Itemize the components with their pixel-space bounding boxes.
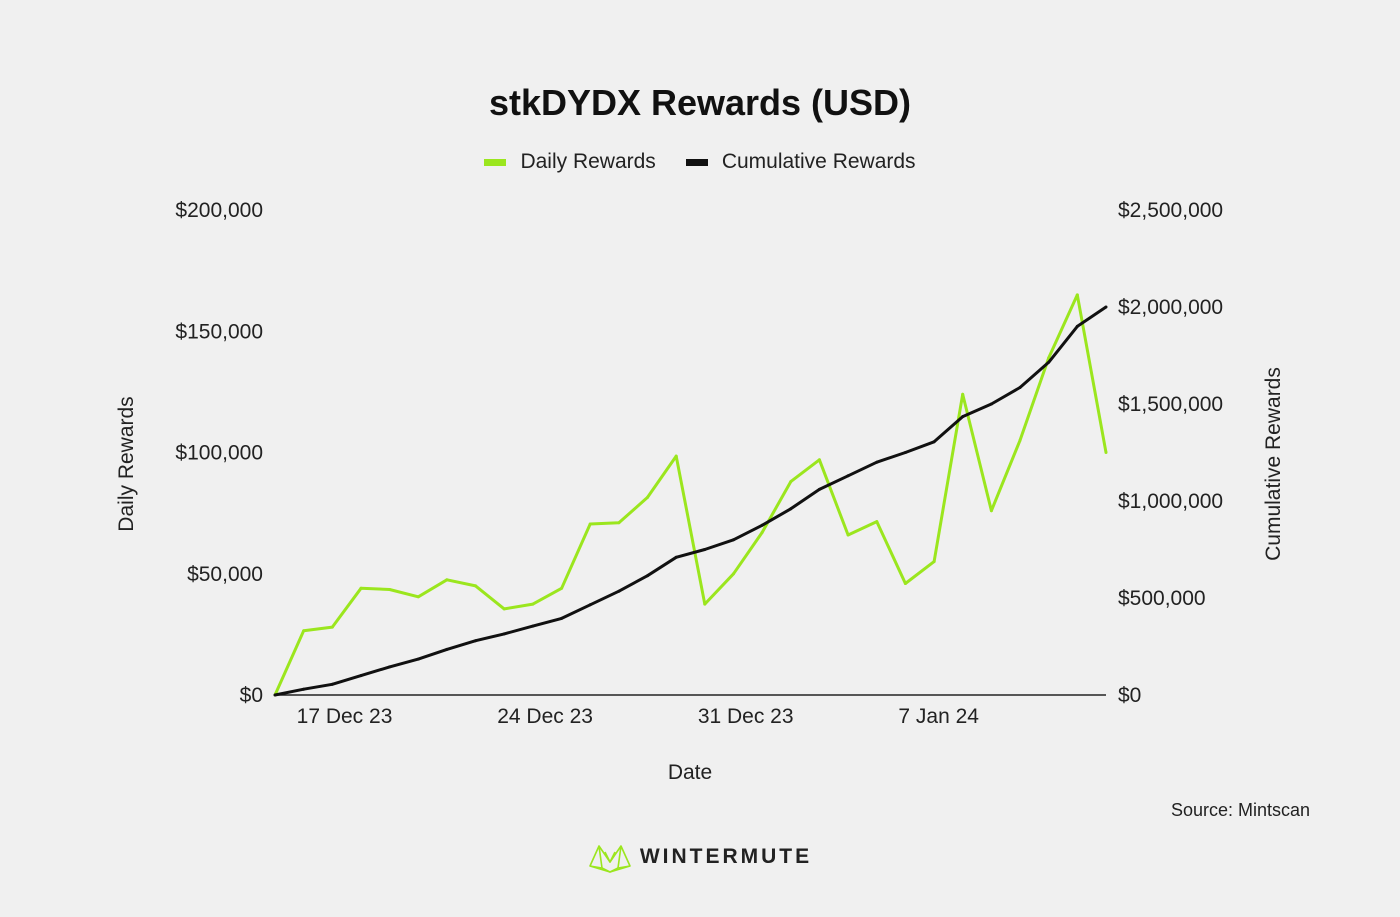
data-point-daily xyxy=(674,454,678,458)
legend-item-daily: Daily Rewards xyxy=(484,150,656,174)
data-point-daily xyxy=(388,588,392,591)
data-point-daily xyxy=(617,521,621,525)
data-point-cumulative xyxy=(961,415,965,419)
data-point-daily xyxy=(789,480,793,484)
data-point-cumulative xyxy=(560,616,564,620)
chart-legend: Daily Rewards Cumulative Rewards xyxy=(0,150,1400,174)
data-point-cumulative xyxy=(903,451,907,454)
data-point-daily xyxy=(502,607,506,611)
y-right-tick-label: $1,500,000 xyxy=(1118,393,1223,416)
brand-name: WINTERMUTE xyxy=(639,845,813,868)
brand-logo: WINTERMUTE xyxy=(0,840,1400,874)
y-left-tick-label: $150,000 xyxy=(175,320,263,343)
y-left-tick-label: $0 xyxy=(240,684,263,707)
x-tick-label: 31 Dec 23 xyxy=(698,705,794,728)
data-point-cumulative xyxy=(531,624,535,628)
wintermute-logo-icon xyxy=(589,845,631,873)
data-point-cumulative xyxy=(330,682,334,686)
data-point-daily xyxy=(330,625,334,629)
data-point-cumulative xyxy=(502,632,506,636)
y-right-tick-label: $1,000,000 xyxy=(1118,490,1223,513)
legend-item-cumulative: Cumulative Rewards xyxy=(685,150,916,174)
data-point-cumulative xyxy=(273,693,277,697)
y-left-tick-label: $50,000 xyxy=(187,563,263,586)
data-point-cumulative xyxy=(302,687,306,691)
data-point-daily xyxy=(445,578,449,582)
series-line-daily-rewards xyxy=(273,293,1108,696)
data-point-cumulative xyxy=(646,574,649,578)
data-point-cumulative xyxy=(1047,360,1051,364)
y-right-tick-label: $2,500,000 xyxy=(1118,199,1223,222)
x-tick-label: 17 Dec 23 xyxy=(297,705,393,728)
series-layer xyxy=(273,293,1108,697)
data-point-daily xyxy=(732,572,735,576)
y-axis-right: $0 $500,000 $1,000,000 $1,500,000 $2,000,000… xyxy=(1118,199,1223,707)
y-right-tick-label: $500,000 xyxy=(1118,587,1206,610)
y-left-tick-label: $200,000 xyxy=(175,199,263,222)
y-axis-left-title: Daily Rewards xyxy=(115,396,138,531)
data-point-daily xyxy=(875,520,879,524)
data-point-cumulative xyxy=(588,603,592,607)
data-point-cumulative xyxy=(875,460,879,464)
data-point-cumulative xyxy=(932,440,936,444)
data-point-daily xyxy=(817,458,821,462)
data-point-daily xyxy=(646,495,649,499)
x-tick-label: 24 Dec 23 xyxy=(497,705,593,728)
data-point-cumulative xyxy=(674,555,678,559)
y-right-tick-label: $2,000,000 xyxy=(1118,296,1223,319)
data-point-cumulative xyxy=(789,507,793,511)
data-point-daily xyxy=(474,584,478,588)
legend-swatch-daily xyxy=(484,158,507,166)
data-point-cumulative xyxy=(388,665,392,669)
data-point-daily xyxy=(932,560,936,564)
y-axis-right-title: Cumulative Rewards xyxy=(1262,367,1285,561)
source-note: Source: Mintscan xyxy=(1170,800,1310,820)
data-point-daily xyxy=(903,582,907,585)
data-point-cumulative xyxy=(1018,386,1022,389)
data-point-cumulative xyxy=(359,674,363,678)
data-point-cumulative xyxy=(989,402,993,406)
data-point-daily xyxy=(588,522,592,526)
x-axis: 17 Dec 23 24 Dec 23 31 Dec 23 7 Jan 24 xyxy=(297,705,980,728)
data-point-daily xyxy=(531,602,535,606)
data-point-daily xyxy=(760,531,764,534)
x-tick-label: 7 Jan 24 xyxy=(898,705,979,728)
data-point-daily xyxy=(1047,356,1051,360)
data-point-daily xyxy=(416,595,420,599)
data-point-cumulative xyxy=(416,657,420,661)
y-axis-left: $0 $50,000 $100,000 $150,000 $200,000 xyxy=(175,199,263,707)
data-point-daily xyxy=(703,602,707,606)
data-point-cumulative xyxy=(703,548,707,551)
data-point-daily xyxy=(1104,451,1108,454)
data-point-daily xyxy=(302,629,306,633)
data-point-cumulative xyxy=(817,487,821,491)
data-point-cumulative xyxy=(846,474,850,478)
series-line-cumulative-rewards xyxy=(274,305,1107,697)
data-point-cumulative xyxy=(732,538,735,542)
data-point-daily xyxy=(846,533,850,537)
legend-label-cumulative: Cumulative Rewards xyxy=(721,150,916,173)
data-point-cumulative xyxy=(1075,324,1079,328)
data-point-daily xyxy=(961,392,965,396)
data-point-daily xyxy=(359,586,363,590)
data-point-cumulative xyxy=(617,589,621,593)
legend-label-daily: Daily Rewards xyxy=(520,150,656,173)
data-point-daily xyxy=(1018,438,1022,442)
y-right-tick-label: $0 xyxy=(1118,684,1141,707)
data-point-daily xyxy=(989,509,993,513)
chart-title: stkDYDX Rewards (USD) xyxy=(488,82,912,123)
y-left-tick-label: $100,000 xyxy=(175,442,263,465)
data-point-cumulative xyxy=(760,523,764,527)
legend-swatch-cumulative xyxy=(685,158,708,166)
data-point-cumulative xyxy=(445,647,449,651)
data-point-daily xyxy=(560,586,564,590)
data-point-cumulative xyxy=(474,639,478,643)
data-point-cumulative xyxy=(1104,305,1108,309)
x-axis-title: Date xyxy=(668,761,712,784)
data-point-daily xyxy=(1075,293,1079,297)
